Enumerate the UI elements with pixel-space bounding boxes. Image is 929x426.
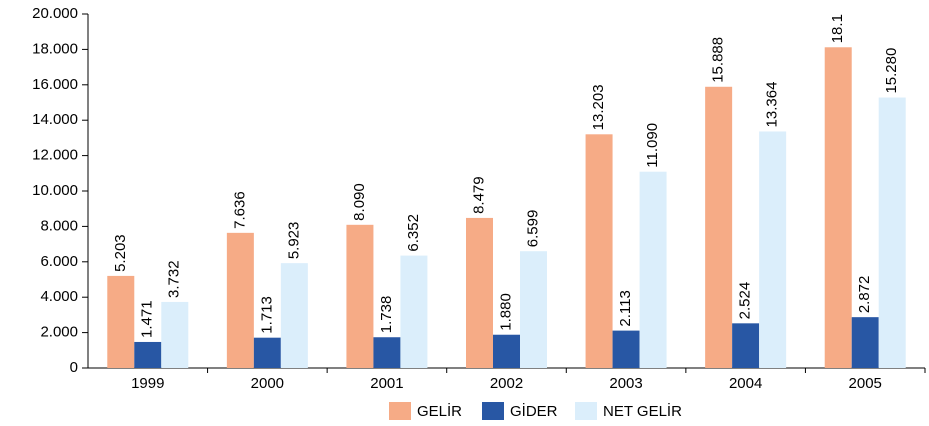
value-label: 15.888 bbox=[710, 37, 727, 83]
bar bbox=[161, 301, 189, 368]
x-tick-label: 2003 bbox=[609, 375, 642, 392]
bar bbox=[520, 251, 547, 368]
value-label: 3.732 bbox=[166, 260, 183, 298]
value-label: 2.872 bbox=[856, 276, 873, 314]
value-label: 15.280 bbox=[883, 48, 900, 94]
bar bbox=[280, 263, 308, 368]
x-tick-label: 2002 bbox=[490, 375, 523, 392]
bar bbox=[705, 86, 733, 368]
bar bbox=[612, 330, 640, 368]
value-label: 1.738 bbox=[378, 296, 395, 334]
value-label: 18.1 bbox=[829, 14, 846, 43]
y-tick-label: 12.000 bbox=[32, 147, 78, 164]
x-tick-label: 2004 bbox=[729, 375, 762, 392]
bar bbox=[373, 337, 401, 368]
bar bbox=[346, 224, 374, 368]
y-tick-label: 20.000 bbox=[32, 5, 78, 22]
y-tick-label: 14.000 bbox=[32, 111, 78, 128]
value-label: 2.113 bbox=[617, 290, 634, 326]
legend-swatch bbox=[575, 402, 597, 420]
y-tick-label: 0 bbox=[70, 359, 78, 376]
y-tick-label: 4.000 bbox=[40, 288, 78, 305]
bar bbox=[226, 232, 254, 368]
legend-label: NET GELİR bbox=[603, 402, 682, 420]
y-tick-label: 6.000 bbox=[40, 253, 78, 270]
x-tick-label: 1999 bbox=[131, 375, 164, 392]
legend-swatch bbox=[482, 402, 504, 420]
value-label: 6.599 bbox=[524, 210, 541, 248]
bar bbox=[466, 217, 493, 368]
value-label: 13.203 bbox=[590, 84, 607, 130]
bar bbox=[400, 255, 428, 368]
value-label: 1.880 bbox=[497, 293, 514, 331]
value-label: 1.713 bbox=[258, 296, 275, 334]
legend-label: GELİR bbox=[417, 402, 462, 420]
bar bbox=[759, 131, 787, 368]
bar bbox=[878, 97, 906, 368]
value-label: 2.524 bbox=[737, 282, 754, 320]
value-label: 13.364 bbox=[764, 82, 781, 128]
value-label: 1.471 bbox=[139, 300, 156, 338]
bar bbox=[107, 275, 135, 368]
legend-swatch bbox=[389, 402, 411, 420]
x-tick-label: 2005 bbox=[849, 375, 882, 392]
bar bbox=[824, 47, 852, 368]
value-label: 8.090 bbox=[351, 183, 368, 221]
y-tick-label: 10.000 bbox=[32, 182, 78, 199]
x-tick-label: 2000 bbox=[251, 375, 284, 392]
y-tick-label: 18.000 bbox=[32, 40, 78, 57]
value-label: 8.479 bbox=[470, 176, 487, 214]
value-label: 7.636 bbox=[231, 191, 248, 229]
bar bbox=[639, 171, 667, 368]
y-tick-label: 8.000 bbox=[40, 217, 78, 234]
bar bbox=[253, 337, 281, 368]
value-label: 5.203 bbox=[112, 234, 129, 272]
value-label: 5.923 bbox=[285, 222, 302, 260]
y-tick-label: 16.000 bbox=[32, 76, 78, 93]
value-label: 11.090 bbox=[644, 123, 661, 168]
bar bbox=[493, 334, 520, 368]
value-label: 6.352 bbox=[405, 214, 422, 252]
legend-label: GİDER bbox=[510, 402, 558, 420]
x-tick-label: 2001 bbox=[370, 375, 403, 392]
bar bbox=[134, 341, 162, 368]
bar bbox=[585, 134, 613, 368]
bar bbox=[732, 323, 760, 368]
y-tick-label: 2.000 bbox=[40, 324, 78, 341]
bar bbox=[851, 317, 879, 368]
